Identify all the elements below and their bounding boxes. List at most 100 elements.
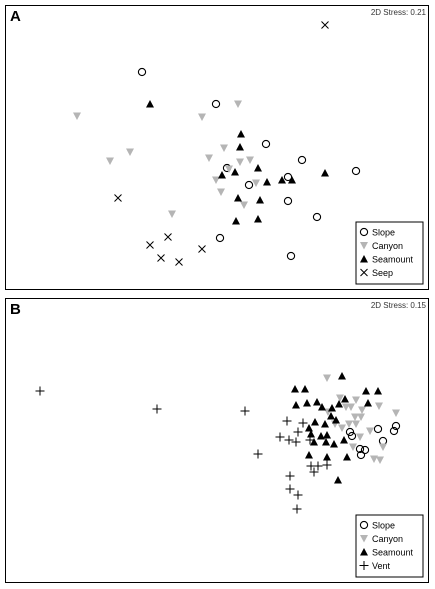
point-seamount	[218, 171, 226, 179]
point-seamount	[364, 399, 372, 407]
point-seamount	[327, 412, 335, 420]
point-seamount	[234, 194, 242, 202]
point-canyon	[198, 113, 206, 121]
point-canyon	[357, 413, 365, 421]
legend-label-seamount: Seamount	[372, 548, 414, 558]
legend-label-slope: Slope	[372, 521, 395, 531]
point-canyon	[392, 409, 400, 417]
point-slope	[345, 427, 355, 437]
point-seamount	[334, 476, 342, 484]
point-seamount	[335, 400, 343, 408]
point-seamount	[318, 403, 326, 411]
point-vent	[293, 490, 303, 500]
point-vent	[305, 435, 315, 445]
point-canyon	[225, 165, 233, 173]
point-seamount	[321, 420, 329, 428]
point-vent	[275, 432, 285, 442]
point-canyon	[352, 396, 360, 404]
point-slope	[244, 180, 254, 190]
legend-marker-seep	[360, 268, 368, 277]
point-seamount	[305, 424, 313, 432]
point-canyon	[366, 427, 374, 435]
point-slope	[297, 155, 307, 165]
point-slope	[347, 431, 357, 441]
legend-a: Slope Canyon Seamount Seep	[355, 221, 424, 285]
panel-b-label: B	[10, 301, 21, 318]
point-vent	[309, 467, 319, 477]
point-canyon	[349, 443, 357, 451]
legend-label-vent: Vent	[372, 561, 391, 571]
legend-marker-slope	[359, 520, 369, 530]
legend-label-canyon: Canyon	[372, 241, 403, 251]
panel-a-points	[73, 21, 361, 266]
point-seamount	[301, 385, 309, 393]
point-slope	[355, 444, 365, 454]
point-seamount	[236, 143, 244, 151]
panel-a-label: A	[10, 8, 21, 25]
legend-marker-seamount	[360, 548, 368, 556]
point-seep	[175, 258, 183, 266]
point-slope	[137, 67, 147, 77]
legend-label-seamount: Seamount	[372, 255, 414, 265]
point-seamount	[323, 453, 331, 461]
point-canyon	[356, 433, 364, 441]
point-canyon	[376, 456, 384, 464]
point-canyon	[345, 420, 353, 428]
point-seamount	[263, 178, 271, 186]
point-vent	[284, 435, 294, 445]
point-seamount	[310, 438, 318, 446]
point-seamount	[322, 438, 330, 446]
point-slope	[391, 421, 401, 431]
point-seamount	[254, 164, 262, 172]
point-seamount	[374, 387, 382, 395]
point-vent	[282, 416, 292, 426]
point-canyon	[252, 179, 260, 187]
point-seamount	[332, 416, 340, 424]
point-seamount	[340, 436, 348, 444]
point-seamount	[313, 398, 321, 406]
legend-marker-seamount	[360, 255, 368, 263]
point-seamount	[362, 387, 370, 395]
point-seamount	[278, 176, 286, 184]
point-vent	[35, 386, 45, 396]
point-canyon	[73, 112, 81, 120]
legend-b: Slope Canyon Seamount Vent	[355, 514, 424, 578]
panel-b-points	[35, 372, 401, 514]
point-seamount	[292, 401, 300, 409]
point-slope	[351, 166, 361, 176]
point-canyon	[352, 420, 360, 428]
point-slope	[286, 251, 296, 261]
point-slope	[283, 196, 293, 206]
point-canyon	[379, 443, 387, 451]
stress-label-b: 2D Stress: 0.15	[370, 301, 426, 310]
legend-label-canyon: Canyon	[372, 534, 403, 544]
legend-marker-vent	[359, 561, 369, 570]
point-slope	[215, 233, 225, 243]
point-canyon	[126, 148, 134, 156]
point-seep	[146, 241, 154, 249]
point-vent	[285, 471, 295, 481]
point-seamount	[323, 431, 331, 439]
legend-label-seep: Seep	[372, 268, 393, 278]
point-slope	[373, 424, 383, 434]
point-canyon	[246, 156, 254, 164]
point-vent	[322, 460, 332, 470]
point-seep	[157, 254, 165, 262]
point-seamount	[343, 453, 351, 461]
point-seamount	[330, 440, 338, 448]
point-canyon	[336, 394, 344, 402]
point-vent	[298, 418, 308, 428]
legend-marker-canyon	[360, 242, 368, 250]
point-seamount	[317, 432, 325, 440]
point-seamount	[231, 168, 239, 176]
point-seamount	[307, 430, 315, 438]
point-vent	[240, 406, 250, 416]
point-seamount	[311, 418, 319, 426]
point-canyon	[351, 413, 359, 421]
point-canyon	[220, 144, 228, 152]
point-vent	[291, 437, 301, 447]
point-canyon	[212, 176, 220, 184]
point-canyon	[347, 403, 355, 411]
point-canyon	[205, 154, 213, 162]
legend-marker-canyon	[360, 535, 368, 543]
